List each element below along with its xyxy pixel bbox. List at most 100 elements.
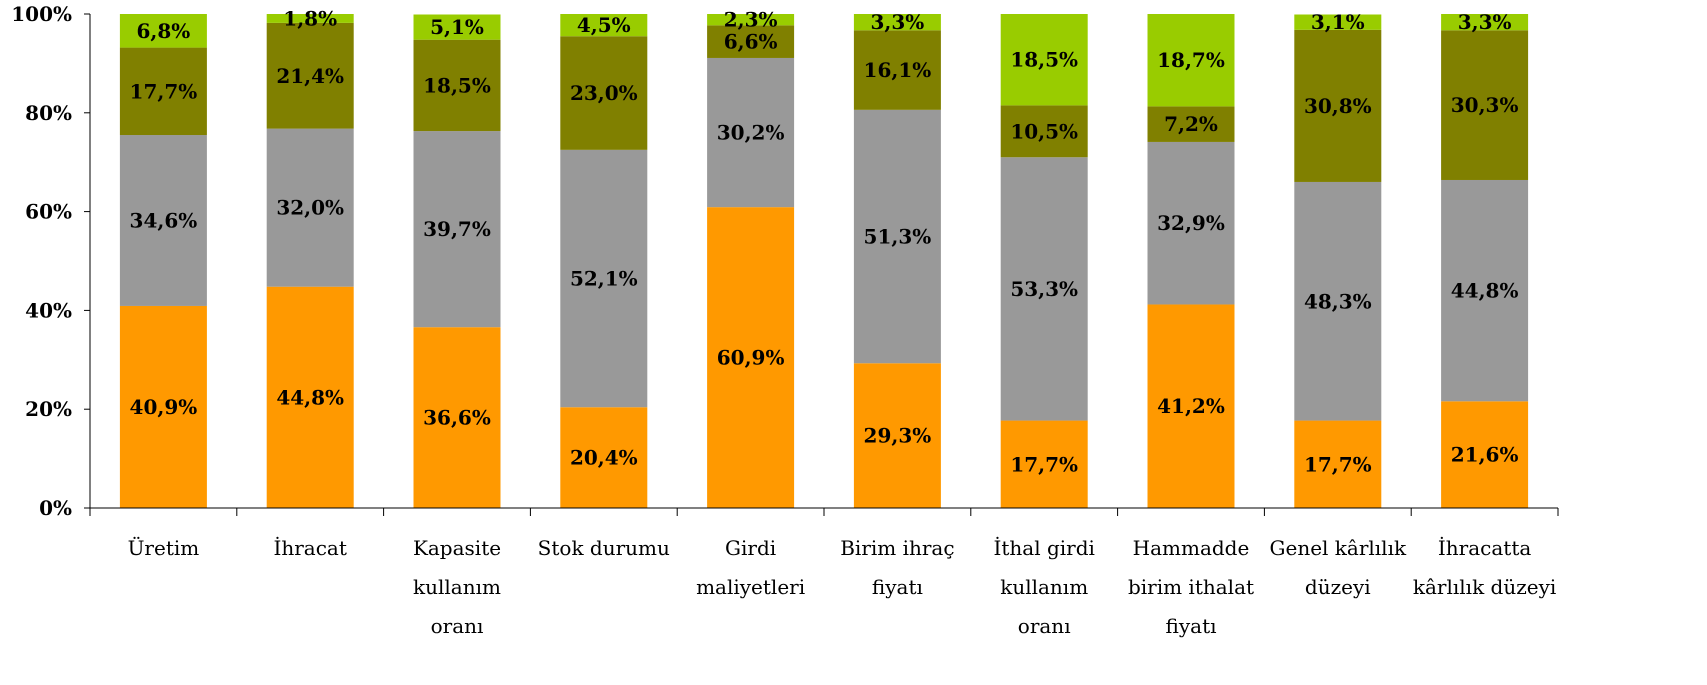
x-tick-label: İhracatta bbox=[1438, 536, 1531, 560]
data-label: 2,3% bbox=[724, 8, 778, 32]
bar-segment bbox=[853, 30, 941, 110]
data-label: 17,7% bbox=[1304, 452, 1372, 476]
bar-segment bbox=[266, 286, 354, 508]
bar-segment bbox=[853, 109, 941, 364]
bar-segment bbox=[1000, 157, 1088, 421]
bar-segment bbox=[413, 327, 501, 508]
data-label: 10,5% bbox=[1010, 119, 1078, 143]
data-label: 6,8% bbox=[136, 19, 190, 43]
x-tick-label: İthal girdi bbox=[993, 536, 1094, 560]
data-label: 4,5% bbox=[577, 13, 631, 37]
data-label: 16,1% bbox=[864, 58, 932, 82]
bar-segment bbox=[266, 22, 354, 129]
data-label: 17,7% bbox=[130, 79, 198, 103]
x-tick-label: Kapasite bbox=[413, 536, 501, 560]
y-tick-label: 40% bbox=[25, 298, 72, 322]
data-label: 32,0% bbox=[276, 196, 344, 220]
y-tick-label: 20% bbox=[25, 397, 72, 421]
x-tick-label: İhracat bbox=[273, 536, 346, 560]
y-tick-label: 80% bbox=[25, 101, 72, 125]
y-tick-label: 0% bbox=[39, 496, 72, 520]
data-label: 36,6% bbox=[423, 406, 491, 430]
x-tick-label: oranı bbox=[1018, 614, 1071, 638]
data-label: 18,5% bbox=[423, 73, 491, 97]
x-tick-label: kârlılık düzeyi bbox=[1413, 575, 1556, 599]
bar-segment bbox=[119, 135, 207, 306]
bar-segment bbox=[119, 305, 207, 508]
bar-segment bbox=[707, 207, 795, 509]
y-tick-label: 60% bbox=[25, 200, 72, 224]
data-label: 30,3% bbox=[1451, 93, 1519, 117]
bar-segment bbox=[119, 14, 207, 48]
bar-segment bbox=[266, 14, 354, 23]
bar-segment bbox=[1294, 420, 1382, 508]
bar-segment bbox=[560, 36, 648, 150]
bar-segment bbox=[1147, 106, 1235, 142]
data-label: 6,6% bbox=[724, 30, 778, 54]
x-tick-label: fiyatı bbox=[872, 575, 923, 599]
bar-segment bbox=[1147, 141, 1235, 305]
x-tick-label: Girdi bbox=[725, 536, 776, 560]
x-tick-label: Birim ihraç bbox=[840, 536, 954, 560]
data-label: 17,7% bbox=[1010, 452, 1078, 476]
x-tick-label: Üretim bbox=[128, 535, 200, 560]
data-label: 44,8% bbox=[1451, 279, 1519, 303]
data-label: 3,3% bbox=[870, 10, 924, 34]
bar-segment bbox=[1147, 14, 1235, 107]
bar-segment bbox=[1294, 29, 1382, 182]
data-label: 53,3% bbox=[1010, 277, 1078, 301]
bar-segment bbox=[853, 363, 941, 508]
x-tick-label: Stok durumu bbox=[538, 536, 670, 560]
x-tick-label: kullanım bbox=[1000, 575, 1088, 599]
data-label: 18,7% bbox=[1157, 48, 1225, 72]
data-label: 3,1% bbox=[1311, 10, 1365, 34]
data-label: 34,6% bbox=[130, 208, 198, 232]
data-label: 39,7% bbox=[423, 217, 491, 241]
bar-segment bbox=[413, 131, 501, 328]
data-label: 29,3% bbox=[864, 424, 932, 448]
x-tick-label: fiyatı bbox=[1166, 614, 1217, 638]
bar-segment bbox=[707, 57, 795, 208]
bar-segment bbox=[413, 14, 501, 40]
bar-segment bbox=[707, 25, 795, 58]
data-label: 48,3% bbox=[1304, 289, 1372, 313]
data-label: 60,9% bbox=[717, 346, 785, 370]
bar-segment bbox=[119, 47, 207, 136]
data-label: 7,2% bbox=[1164, 112, 1218, 136]
data-label: 23,0% bbox=[570, 81, 638, 105]
data-label: 51,3% bbox=[864, 225, 932, 249]
data-label: 1,8% bbox=[283, 6, 337, 30]
bar-segment bbox=[560, 14, 648, 37]
x-tick-label: oranı bbox=[431, 614, 484, 638]
bar-segment bbox=[413, 39, 501, 132]
bar-segment bbox=[1441, 14, 1529, 31]
x-tick-label: Genel kârlılık bbox=[1270, 536, 1407, 560]
bar-segment bbox=[1000, 420, 1088, 508]
data-label: 40,9% bbox=[130, 395, 198, 419]
bar-segment bbox=[560, 407, 648, 508]
bar-segment bbox=[1294, 14, 1382, 30]
data-label: 30,8% bbox=[1304, 94, 1372, 118]
data-label: 44,8% bbox=[276, 385, 344, 409]
bar-segment bbox=[1441, 401, 1529, 508]
data-label: 52,1% bbox=[570, 267, 638, 291]
data-label: 21,4% bbox=[276, 64, 344, 88]
x-tick-label: birim ithalat bbox=[1128, 575, 1254, 599]
x-tick-label: Hammadde bbox=[1133, 536, 1250, 560]
x-tick-label: maliyetleri bbox=[696, 575, 805, 599]
bar-segment bbox=[560, 149, 648, 408]
bar-segment bbox=[266, 128, 354, 287]
bar-segment bbox=[1441, 179, 1529, 402]
bar-segment bbox=[707, 14, 795, 26]
data-label: 18,5% bbox=[1010, 48, 1078, 72]
x-tick-label: kullanım bbox=[413, 575, 501, 599]
bar-segment bbox=[1294, 181, 1382, 421]
data-label: 5,1% bbox=[430, 15, 484, 39]
bar-segment bbox=[1000, 14, 1088, 106]
data-label: 30,2% bbox=[717, 121, 785, 145]
bar-segment bbox=[1441, 30, 1529, 180]
bar-segment bbox=[853, 14, 941, 31]
bar-segment bbox=[1147, 304, 1235, 508]
